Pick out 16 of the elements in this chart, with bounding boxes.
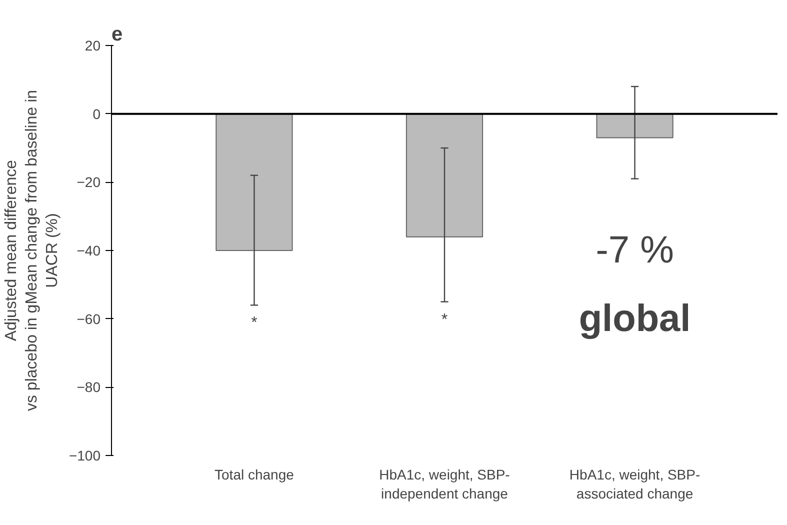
y-tick-label: −20 xyxy=(76,174,101,190)
y-tick-label: 20 xyxy=(84,38,101,54)
annotation: global xyxy=(578,298,691,340)
y-tick-label: 0 xyxy=(92,106,101,122)
x-tick-label: HbA1c, weight, SBP- independent change xyxy=(379,466,510,502)
annotation: * xyxy=(251,314,258,332)
text: e xyxy=(112,24,123,46)
y-tick-label: −60 xyxy=(76,310,101,327)
annotation: * xyxy=(441,311,448,328)
annotation: -7 % xyxy=(596,230,674,272)
y-axis-title: Adjusted mean difference vs placebo in gMean change from baseline in UACR (%) xyxy=(3,90,61,412)
y-tick-label: −80 xyxy=(76,379,101,396)
y-tick-label: −100 xyxy=(68,448,101,464)
x-tick-label: Total change xyxy=(214,466,294,482)
x-tick-label: HbA1c, weight, SBP- associated change xyxy=(569,466,700,502)
y-tick-label: −40 xyxy=(76,242,101,258)
